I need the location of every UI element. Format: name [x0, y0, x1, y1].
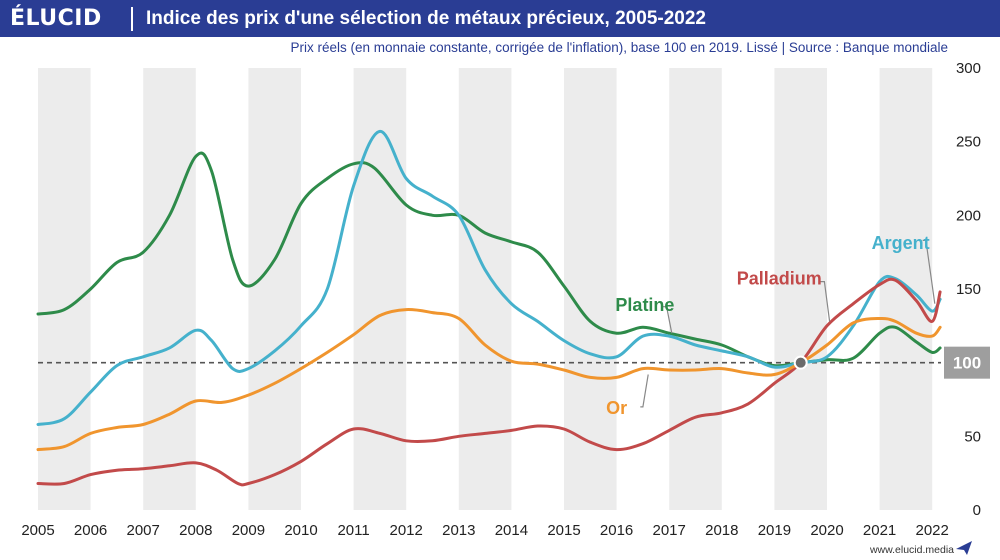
series-line-palladium: [36, 277, 942, 487]
baseline-badge-label: 100: [953, 354, 981, 373]
label-leader-argent: [922, 239, 936, 304]
baseline-badge-box: [944, 346, 990, 379]
x-tick-label: 2015: [547, 522, 580, 539]
label-leaders: [640, 239, 936, 408]
x-tick-label: 2013: [442, 522, 475, 539]
series-label-or: Or: [606, 398, 627, 418]
y-axis-ticks: 0 50 150 200 250 300: [956, 60, 981, 519]
y-tick-label: 250: [956, 134, 981, 151]
year-band: [353, 68, 407, 510]
label-leader-platine: [661, 306, 673, 334]
base-point-marker: [793, 355, 808, 370]
header-bar: ÉLUCID Indice des prix d'une sélection d…: [0, 0, 1000, 37]
series-label-argent: Argent: [872, 233, 930, 253]
year-band: [38, 68, 91, 510]
x-tick-label: 2017: [653, 522, 686, 539]
x-tick-label: 2012: [390, 522, 423, 539]
paper-plane-icon: [956, 541, 972, 555]
year-band: [669, 68, 722, 510]
markers: [793, 355, 808, 370]
logo-divider: [131, 7, 133, 31]
y-tick-label: 200: [956, 207, 981, 224]
chart-subtitle: Prix réels (en monnaie constante, corrig…: [290, 40, 948, 55]
series-label-platine: Platine: [615, 295, 674, 315]
y-tick-label: 50: [964, 428, 981, 445]
label-leader-palladium: [819, 281, 831, 322]
y-tick-label: 300: [956, 60, 981, 77]
series-line-or: [36, 308, 942, 452]
chart-title: Indice des prix d'une sélection de métau…: [146, 8, 706, 29]
year-band: [458, 68, 512, 510]
y-tick-label: 0: [973, 502, 981, 519]
year-band: [143, 68, 196, 510]
year-band: [248, 68, 301, 510]
x-tick-label: 2022: [916, 522, 949, 539]
year-bands: [38, 68, 933, 510]
x-tick-label: 2010: [284, 522, 317, 539]
y-tick-label: 150: [956, 281, 981, 298]
x-tick-label: 2005: [21, 522, 54, 539]
brand-logo[interactable]: ÉLUCID: [10, 6, 102, 31]
x-tick-label: 2020: [810, 522, 843, 539]
x-tick-label: 2021: [863, 522, 896, 539]
baseline-100-badge: 100: [944, 346, 990, 379]
x-tick-label: 2018: [705, 522, 738, 539]
x-tick-label: 2019: [758, 522, 791, 539]
x-tick-label: 2009: [232, 522, 265, 539]
series-labels: Argent Palladium Platine Or: [606, 233, 930, 418]
series-lines: [36, 129, 942, 487]
x-tick-label: 2011: [337, 522, 369, 539]
x-tick-label: 2007: [127, 522, 160, 539]
x-tick-label: 2014: [495, 522, 528, 539]
series-label-palladium: Palladium: [737, 269, 822, 289]
footer-url[interactable]: www.elucid.media: [869, 544, 954, 556]
year-band: [774, 68, 827, 510]
year-band: [564, 68, 617, 510]
x-tick-label: 2008: [179, 522, 212, 539]
x-axis-ticks: 2005 2006 2007 2008 2009 2010 2011 2012 2013 2014…: [21, 522, 949, 539]
label-leader-or: [640, 374, 649, 408]
x-tick-label: 2006: [74, 522, 107, 539]
series-line-argent: [36, 129, 942, 426]
x-tick-label: 2016: [600, 522, 633, 539]
